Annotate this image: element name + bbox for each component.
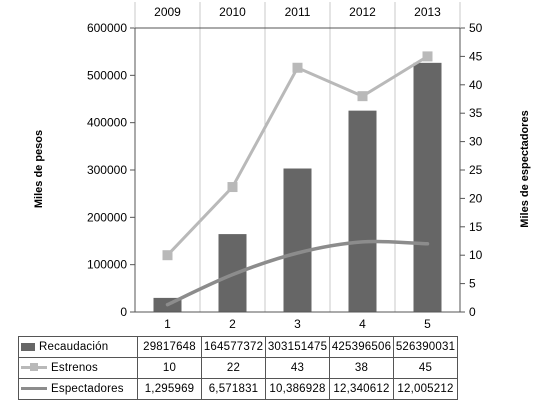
legend-cell: Espectadores [18,378,138,400]
top-axis-label: 2012 [349,5,376,19]
top-axis-label: 2013 [414,5,441,19]
legend-cell: Recaudación [18,336,138,358]
table-cell: 29817648 [137,336,202,358]
table-row: Estrenos 10 22 43 38 45 [18,357,458,379]
table-cell: 164577372 [201,336,266,358]
top-axis-label: 2011 [285,5,311,19]
legend-line-swatch [21,387,47,391]
legend-bar-swatch [21,342,35,351]
bar [348,110,377,312]
table-cell: 22 [201,357,266,379]
series-name: Recaudación [39,341,109,353]
right-axis-tick-label: 35 [469,106,483,120]
chart: 2009 2010 2011 2012 2013 0100000200000300000… [33,2,531,331]
right-axis-tick-label: 15 [469,220,483,234]
table-cell: 12,005212 [393,378,458,400]
left-axis-tick-label: 300000 [87,163,127,177]
table-cell: 425396506 [329,336,394,358]
category-label: 1 [164,317,171,331]
left-axis-ticks: 0 100000 200000 300000 400000 500000 600000 [87,21,135,319]
right-axis-tick-label: 30 [469,135,483,149]
left-axis-title: Miles de pesos [33,130,45,208]
plot-frame [134,27,461,313]
right-axis-ticks: 0 5 10 15 20 25 30 35 40 45 50 [460,21,483,319]
line-marker [227,182,238,193]
table-cell: 1,295969 [137,378,202,400]
right-axis-tick-label: 25 [469,163,483,177]
line-marker [357,91,368,102]
series-name: Estrenos [51,362,98,374]
data-table: Recaudación 29817648 164577372 303151475 425… [18,336,458,400]
table-row: Espectadores 1,295969 6,571831 10,386928 12,… [18,378,458,400]
right-axis-tick-label: 50 [469,21,483,35]
table-cell: 45 [393,357,458,379]
line-marker [162,250,173,261]
table-cell: 12,340612 [329,378,394,400]
bar [283,168,312,312]
series-name: Espectadores [51,383,124,395]
legend-cell: Estrenos [18,357,138,379]
right-axis-tick-label: 20 [469,191,483,205]
legend-line-swatch [21,363,47,372]
table-cell: 303151475 [265,336,330,358]
legend-square-marker [30,363,38,372]
table-row: Recaudación 29817648 164577372 303151475 425… [18,336,458,358]
right-axis-tick-label: 10 [469,248,483,262]
right-axis-tick-label: 40 [469,78,483,92]
table-cell: 6,571831 [201,378,266,400]
line-marker [422,51,433,62]
category-label: 5 [424,317,431,331]
table-cell: 43 [265,357,330,379]
table-cell: 38 [329,357,394,379]
left-axis-tick-label: 500000 [87,68,127,82]
left-axis-tick-label: 0 [120,305,127,319]
line-espectadores [165,239,430,307]
right-axis-tick-label: 45 [469,49,483,63]
top-axis-label: 2009 [154,5,181,19]
top-axis-label: 2010 [219,5,246,19]
category-label: 4 [359,317,366,331]
right-axis-tick-label: 0 [469,305,476,319]
table-cell: 10 [137,357,202,379]
left-axis-tick-label: 200000 [87,210,127,224]
table-cell: 10,386928 [265,378,330,400]
table-cell: 526390031 [393,336,458,358]
left-axis-tick-label: 400000 [87,116,127,130]
category-gridlines [134,2,461,312]
line-series [162,51,433,307]
category-label: 3 [294,317,301,331]
left-axis-tick-label: 100000 [87,258,127,272]
line-marker [292,62,303,73]
category-labels: 1 2 3 4 5 [164,317,431,331]
bar-series [153,62,442,312]
bar [413,62,442,312]
left-axis-tick-label: 600000 [87,21,127,35]
right-axis-title: Miles de espectadores [519,110,531,227]
top-axis-labels: 2009 2010 2011 2012 2013 [154,5,441,19]
right-axis-tick-label: 5 [469,277,476,291]
category-label: 2 [229,317,236,331]
